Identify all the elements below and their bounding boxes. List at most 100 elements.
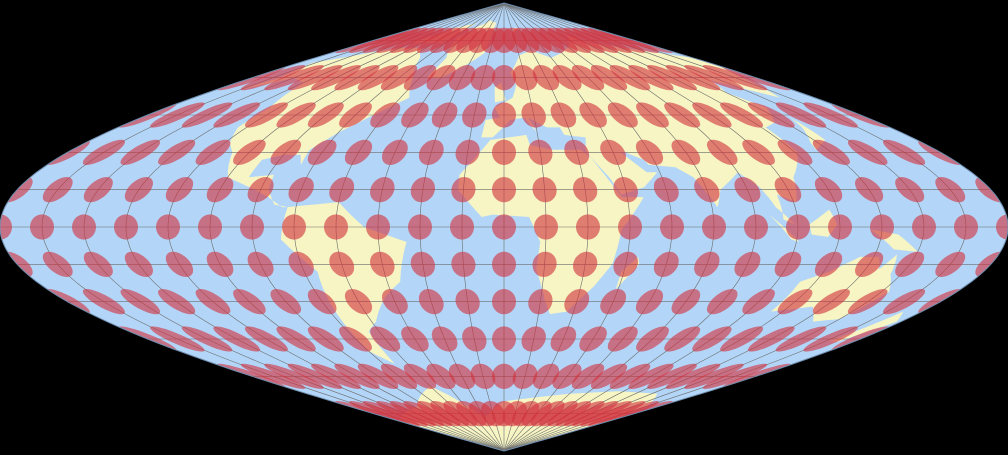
tissot-ellipse xyxy=(996,214,1008,240)
tissot-ellipse xyxy=(855,251,884,277)
tissot-ellipse xyxy=(245,326,288,352)
tissot-ellipse xyxy=(426,363,456,389)
tissot-ellipse xyxy=(734,177,761,203)
tissot-ellipse xyxy=(883,139,926,165)
tissot-ellipse xyxy=(653,177,679,203)
tissot-ellipse xyxy=(684,65,744,91)
tissot-ellipse xyxy=(247,177,274,203)
tissot-ellipse xyxy=(270,289,302,315)
tissot-ellipse xyxy=(492,139,516,165)
tissot-ellipse xyxy=(72,214,96,240)
tissot-ellipse xyxy=(628,65,674,91)
tissot-ellipse xyxy=(307,289,337,315)
tissot-ellipse xyxy=(366,214,390,240)
tissot-ellipse xyxy=(276,326,316,352)
tissot-ellipse xyxy=(694,251,720,277)
tissot-ellipse xyxy=(370,326,401,352)
tissot-ellipse xyxy=(803,102,858,128)
tissot-ellipse xyxy=(245,102,288,128)
tissot-ellipse xyxy=(288,251,314,277)
tissot-ellipse xyxy=(706,289,738,315)
tissot-ellipse xyxy=(775,326,827,352)
tissot-ellipse xyxy=(935,177,966,203)
tissot-ellipse xyxy=(247,251,274,277)
tissot-ellipse xyxy=(814,251,843,277)
tissot-ellipse xyxy=(775,102,827,128)
tissot-ellipse xyxy=(647,65,697,91)
tissot-ellipse xyxy=(607,102,638,128)
tissot-ellipse xyxy=(571,363,605,389)
tissot-ellipse xyxy=(382,139,408,165)
tissot-ellipse xyxy=(664,102,701,128)
tissot-ellipse xyxy=(370,102,401,128)
tissot-ellipse xyxy=(684,363,744,389)
tissot-ellipse xyxy=(552,65,582,91)
tissot-ellipse xyxy=(240,65,306,91)
tissot-ellipse xyxy=(492,251,516,277)
tissot-ellipse xyxy=(370,251,395,277)
tissot-ellipse xyxy=(114,214,138,240)
tissot-ellipse xyxy=(426,65,456,91)
tissot-ellipse xyxy=(42,251,73,277)
tissot-ellipse xyxy=(287,65,343,91)
tissot-ellipse xyxy=(747,326,795,352)
tissot-ellipse xyxy=(408,214,432,240)
tissot-ellipse xyxy=(0,214,12,240)
tissot-ellipse xyxy=(492,326,516,352)
tissot-ellipse xyxy=(181,326,233,352)
tissot-ellipse xyxy=(573,251,598,277)
tissot-ellipse xyxy=(609,65,651,91)
tissot-ellipse xyxy=(636,102,669,128)
tissot-ellipse xyxy=(528,289,553,315)
tissot-ellipse xyxy=(206,177,234,203)
tissot-ellipse xyxy=(264,65,324,91)
tissot-ellipse xyxy=(165,251,194,277)
tissot-ellipse xyxy=(82,139,125,165)
tissot-ellipse xyxy=(120,139,161,165)
tissot-ellipse xyxy=(671,139,701,165)
tissot-ellipse xyxy=(613,177,638,203)
tissot-ellipse xyxy=(276,102,316,128)
tissot-ellipse xyxy=(671,289,701,315)
tissot-ellipse xyxy=(448,363,476,389)
tissot-ellipse xyxy=(181,102,233,128)
tissot-ellipse xyxy=(382,289,408,315)
tissot-ellipse xyxy=(150,326,205,352)
tissot-ellipse xyxy=(660,214,684,240)
tissot-ellipse xyxy=(828,214,852,240)
tissot-ellipse xyxy=(357,65,399,91)
tissot-ellipse xyxy=(206,251,234,277)
tissot-ellipse xyxy=(590,65,628,91)
tissot-ellipse xyxy=(492,289,516,315)
tissot-ellipse xyxy=(653,251,679,277)
tissot-ellipse xyxy=(492,102,516,128)
tissot-ellipse xyxy=(521,326,546,352)
tissot-ellipse xyxy=(803,326,858,352)
tissot-ellipse xyxy=(912,214,936,240)
tissot-ellipse xyxy=(607,326,638,352)
tissot-ellipse xyxy=(532,251,557,277)
tissot-ellipse xyxy=(613,251,638,277)
land-south-america xyxy=(280,202,407,364)
tissot-ellipse xyxy=(287,363,343,389)
tissot-ellipse xyxy=(403,65,437,91)
tissot-ellipse xyxy=(492,65,516,91)
tissot-ellipse xyxy=(618,214,642,240)
tissot-ellipse xyxy=(720,102,763,128)
tissot-ellipse xyxy=(324,214,348,240)
tissot-ellipse xyxy=(847,139,888,165)
tissot-ellipse xyxy=(702,65,768,91)
tissot-ellipse xyxy=(576,214,600,240)
tissot-ellipse xyxy=(692,102,732,128)
tissot-ellipse xyxy=(528,139,553,165)
tissot-ellipse xyxy=(311,363,361,389)
tissot-ellipse xyxy=(288,177,314,203)
tissot-ellipse xyxy=(600,139,626,165)
tissot-ellipse xyxy=(734,251,761,277)
tissot-ellipse xyxy=(470,363,496,389)
tissot-ellipse xyxy=(636,326,669,352)
tissot-ellipse xyxy=(329,177,355,203)
tissot-ellipse xyxy=(579,102,607,128)
tissot-ellipse xyxy=(590,363,628,389)
